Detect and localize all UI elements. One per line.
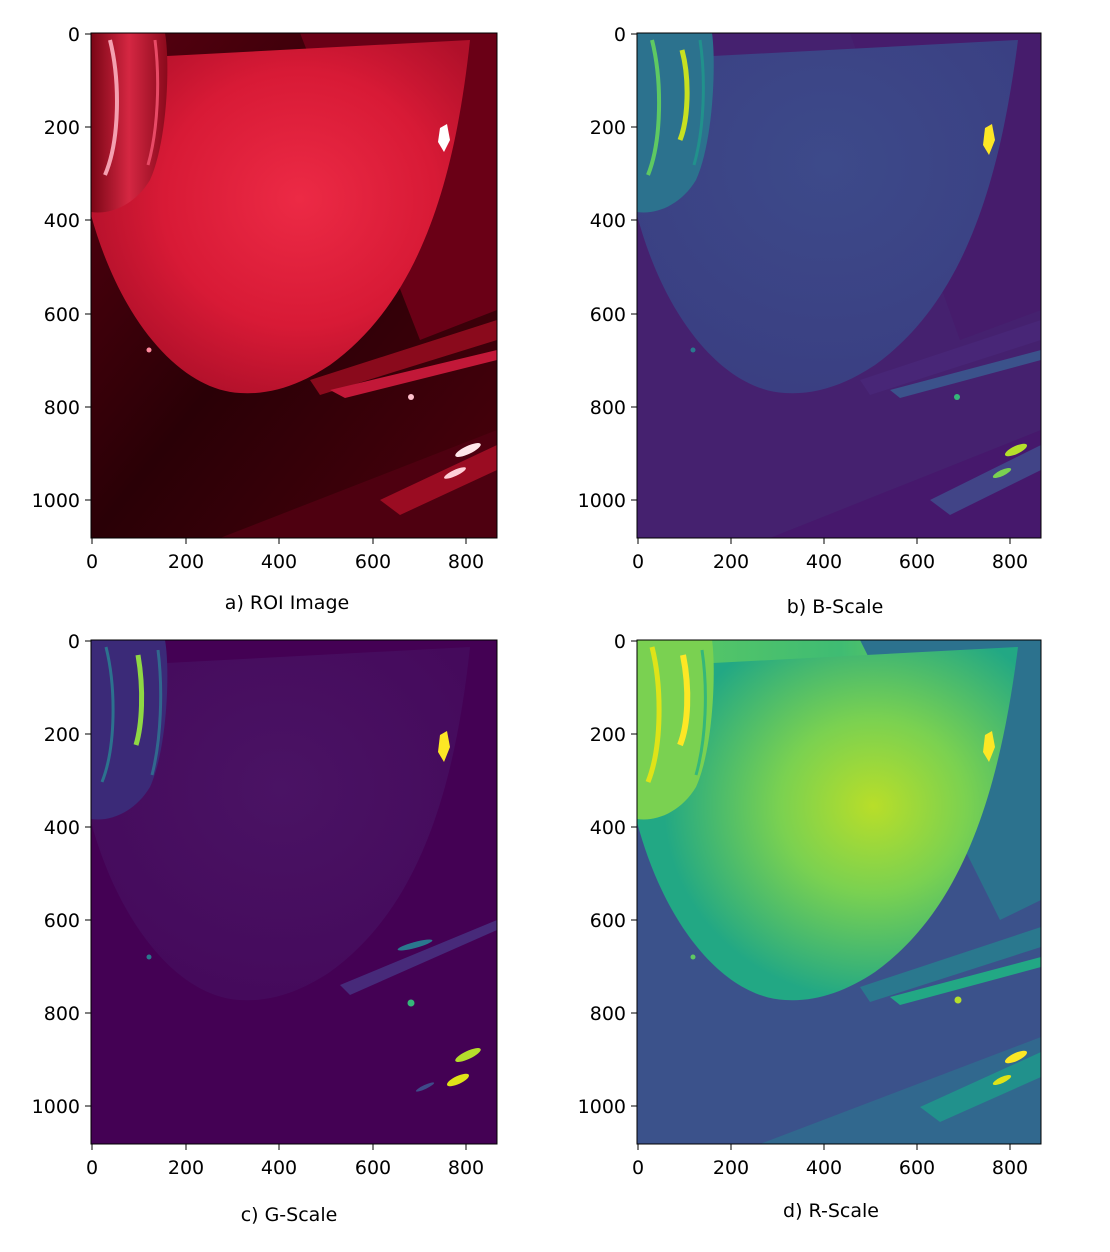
y-tick-label: 600: [44, 910, 80, 932]
y-tick-label: 400: [44, 817, 80, 839]
x-tick-label: 200: [168, 551, 204, 573]
y-ticks: 0 200 400 600 800 1000: [32, 24, 91, 512]
x-tick-label: 800: [992, 1157, 1028, 1179]
y-tick-label: 200: [590, 724, 626, 746]
y-tick-label: 200: [44, 117, 80, 139]
x-tick-label: 400: [261, 551, 297, 573]
y-tick-label: 800: [590, 397, 626, 419]
panel-c: 0 200 400 600 800 1000 0 200 400 600 800…: [32, 631, 498, 1226]
roi-image: [91, 33, 497, 538]
y-ticks: 0 200 400 600 800 1000: [578, 24, 637, 512]
y-tick-label: 1000: [578, 490, 626, 512]
y-ticks: 0 200 400 600 800 1000: [578, 631, 637, 1118]
y-tick-label: 800: [44, 1003, 80, 1025]
panel-caption: a) ROI Image: [225, 592, 349, 614]
x-tick-label: 0: [86, 551, 98, 573]
x-tick-label: 400: [806, 551, 842, 573]
x-tick-label: 400: [261, 1157, 297, 1179]
y-tick-label: 800: [44, 397, 80, 419]
x-tick-label: 0: [632, 1157, 644, 1179]
y-tick-label: 1000: [32, 1096, 80, 1118]
x-tick-label: 0: [86, 1157, 98, 1179]
panel-a: 0 200 400 600 800 1000 0 200 400 600 800…: [32, 24, 498, 614]
y-tick-label: 400: [44, 210, 80, 232]
x-tick-label: 200: [713, 1157, 749, 1179]
x-tick-label: 200: [713, 551, 749, 573]
axes-frame: [636, 639, 1042, 1145]
axes-frame: [636, 32, 1042, 539]
x-ticks: 0 200 400 600 800: [632, 1144, 1028, 1179]
x-tick-label: 400: [806, 1157, 842, 1179]
x-ticks: 0 200 400 600 800: [86, 1144, 484, 1179]
x-tick-label: 600: [355, 1157, 391, 1179]
y-ticks: 0 200 400 600 800 1000: [32, 631, 91, 1118]
panel-caption: d) R-Scale: [783, 1200, 879, 1222]
y-tick-label: 200: [590, 117, 626, 139]
y-tick-label: 0: [68, 24, 80, 46]
panel-b: 0 200 400 600 800 1000 0 200 400 600 800…: [578, 24, 1042, 618]
x-tick-label: 600: [899, 1157, 935, 1179]
x-tick-label: 800: [448, 1157, 484, 1179]
x-tick-label: 800: [448, 551, 484, 573]
panel-caption: b) B-Scale: [787, 596, 884, 618]
x-ticks: 0 200 400 600 800: [632, 538, 1028, 573]
y-tick-label: 600: [590, 304, 626, 326]
x-ticks: 0 200 400 600 800: [86, 538, 484, 573]
x-tick-label: 0: [632, 551, 644, 573]
g-scale-image: [91, 640, 497, 1144]
axes-frame: [90, 639, 498, 1145]
y-tick-label: 1000: [32, 490, 80, 512]
y-tick-label: 0: [68, 631, 80, 653]
y-tick-label: 400: [590, 817, 626, 839]
y-tick-label: 600: [590, 910, 626, 932]
r-scale-image: [637, 640, 1041, 1144]
x-tick-label: 600: [355, 551, 391, 573]
y-tick-label: 600: [44, 304, 80, 326]
axes-frame: [90, 32, 498, 539]
y-tick-label: 0: [614, 24, 626, 46]
y-tick-label: 200: [44, 724, 80, 746]
x-tick-label: 800: [992, 551, 1028, 573]
y-tick-label: 1000: [578, 1096, 626, 1118]
x-tick-label: 200: [168, 1157, 204, 1179]
y-tick-label: 400: [590, 210, 626, 232]
x-tick-label: 600: [899, 551, 935, 573]
panel-d: 0 200 400 600 800 1000 0 200 400 600 800…: [578, 631, 1042, 1222]
y-tick-label: 0: [614, 631, 626, 653]
panel-caption: c) G-Scale: [241, 1204, 338, 1226]
y-tick-label: 800: [590, 1003, 626, 1025]
b-scale-image: [637, 33, 1041, 538]
